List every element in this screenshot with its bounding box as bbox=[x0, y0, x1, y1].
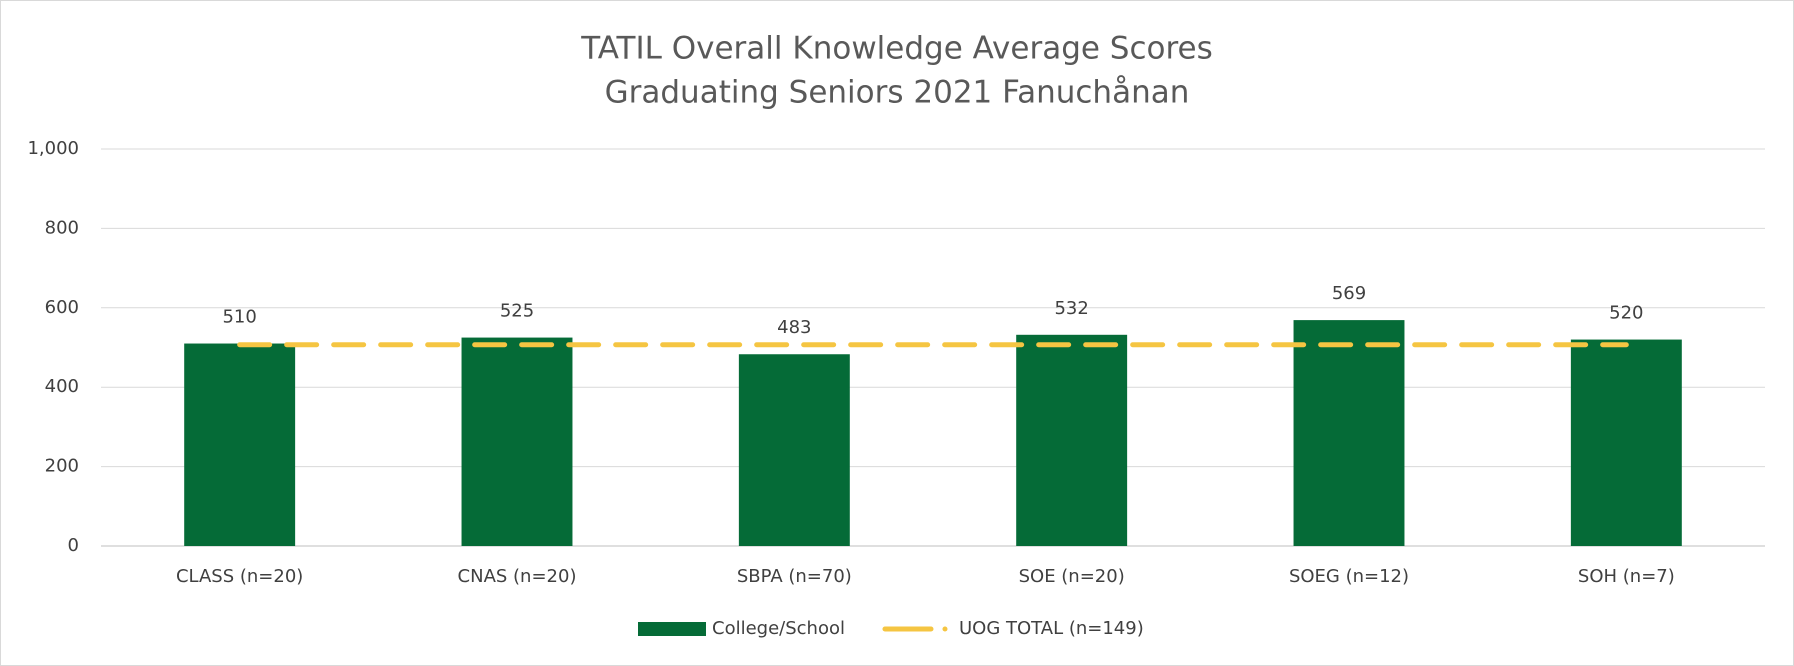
data-label: 525 bbox=[500, 301, 534, 322]
y-tick-label: 0 bbox=[68, 535, 79, 556]
legend-swatch bbox=[942, 626, 948, 632]
legend-swatch bbox=[638, 622, 706, 636]
chart-title: TATIL Overall Knowledge Average Scores bbox=[580, 31, 1213, 67]
x-tick-label: CNAS (n=20) bbox=[458, 566, 577, 587]
data-label: 483 bbox=[777, 317, 811, 338]
data-label: 569 bbox=[1332, 283, 1366, 304]
x-tick-label: CLASS (n=20) bbox=[176, 566, 303, 587]
bar bbox=[461, 337, 573, 546]
bar bbox=[738, 354, 850, 546]
data-label: 520 bbox=[1609, 303, 1643, 324]
y-tick-label: 800 bbox=[45, 217, 79, 238]
chart-subtitle: Graduating Seniors 2021 Fanuchånan bbox=[605, 75, 1190, 111]
x-tick-label: SOE (n=20) bbox=[1019, 566, 1125, 587]
x-tick-label: SBPA (n=70) bbox=[737, 566, 852, 587]
x-tick-label: SOEG (n=12) bbox=[1289, 566, 1409, 587]
y-tick-label: 1,000 bbox=[27, 138, 79, 159]
y-tick-label: 600 bbox=[45, 297, 79, 318]
bar bbox=[1570, 339, 1682, 546]
y-tick-label: 400 bbox=[45, 376, 79, 397]
x-tick-label: SOH (n=7) bbox=[1578, 566, 1675, 587]
data-label: 532 bbox=[1054, 298, 1088, 319]
bar bbox=[184, 343, 296, 546]
bar bbox=[1016, 334, 1128, 546]
y-tick-label: 200 bbox=[45, 456, 79, 477]
bar bbox=[1293, 320, 1405, 546]
legend-label: College/School bbox=[712, 618, 845, 639]
legend-label: UOG TOTAL (n=149) bbox=[959, 618, 1144, 639]
data-label: 510 bbox=[222, 307, 256, 328]
